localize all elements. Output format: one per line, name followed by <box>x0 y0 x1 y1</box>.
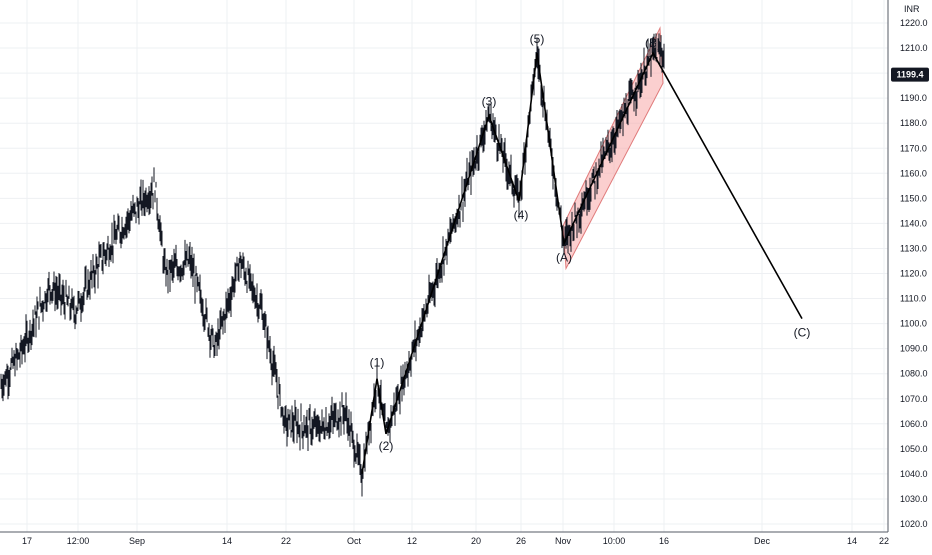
y-tick-label: 1220.0 <box>900 18 928 28</box>
y-tick-label: 1180.0 <box>900 118 927 128</box>
x-tick-label: Sep <box>129 536 145 546</box>
y-tick-label: 1040.0 <box>900 469 928 479</box>
x-tick-label: 22 <box>281 536 291 546</box>
x-tick-label: 14 <box>847 536 857 546</box>
elliott-wave-path <box>376 51 803 435</box>
y-tick-label: 1100.0 <box>900 319 927 329</box>
x-tick-label: 14 <box>222 536 232 546</box>
x-tick-label: 17 <box>22 536 32 546</box>
last-price-badge <box>891 67 929 82</box>
y-tick-label: 1070.0 <box>900 394 928 404</box>
y-tick-label: 1060.0 <box>900 419 928 429</box>
y-tick-label: 1080.0 <box>900 369 928 379</box>
x-tick-label: 20 <box>471 536 481 546</box>
y-tick-label: 1210.0 <box>900 43 928 53</box>
y-tick-label: 1140.0 <box>900 218 927 228</box>
currency-label: INR <box>904 4 920 14</box>
wave-label: (3) <box>482 95 497 109</box>
y-tick-label: 1150.0 <box>900 193 927 203</box>
y-tick-label: 1160.0 <box>900 168 927 178</box>
wave-label: (4) <box>514 208 529 222</box>
wave-label: (2) <box>379 439 394 453</box>
x-tick-label: Oct <box>347 536 362 546</box>
x-tick-label: 22 <box>879 536 889 546</box>
wave-label: (1) <box>370 356 385 370</box>
wave-label: (B) <box>645 36 661 50</box>
y-tick-label: 1110.0 <box>900 294 926 304</box>
y-tick-label: 1050.0 <box>900 444 928 454</box>
x-tick-label: 26 <box>516 536 526 546</box>
wave-approach-line <box>361 378 378 475</box>
x-tick-label: 10:00 <box>603 536 626 546</box>
wave-label: (5) <box>530 32 545 46</box>
y-tick-label: 1120.0 <box>900 269 927 279</box>
y-tick-label: 1190.0 <box>900 93 927 103</box>
y-tick-label: 1090.0 <box>900 344 928 354</box>
x-tick-label: 12 <box>407 536 417 546</box>
x-tick-label: Nov <box>555 536 572 546</box>
y-tick-label: 1020.0 <box>900 519 928 529</box>
y-tick-label: 1130.0 <box>900 243 927 253</box>
last-price-label: 1199.4 <box>896 70 923 80</box>
x-tick-label: 16 <box>659 536 669 546</box>
x-tick-label: Dec <box>754 536 771 546</box>
x-tick-label: 12:00 <box>67 536 90 546</box>
wave-label: (A) <box>556 250 572 264</box>
y-tick-label: 1030.0 <box>900 494 928 504</box>
wave-label: (C) <box>794 326 811 340</box>
y-tick-label: 1170.0 <box>900 143 927 153</box>
